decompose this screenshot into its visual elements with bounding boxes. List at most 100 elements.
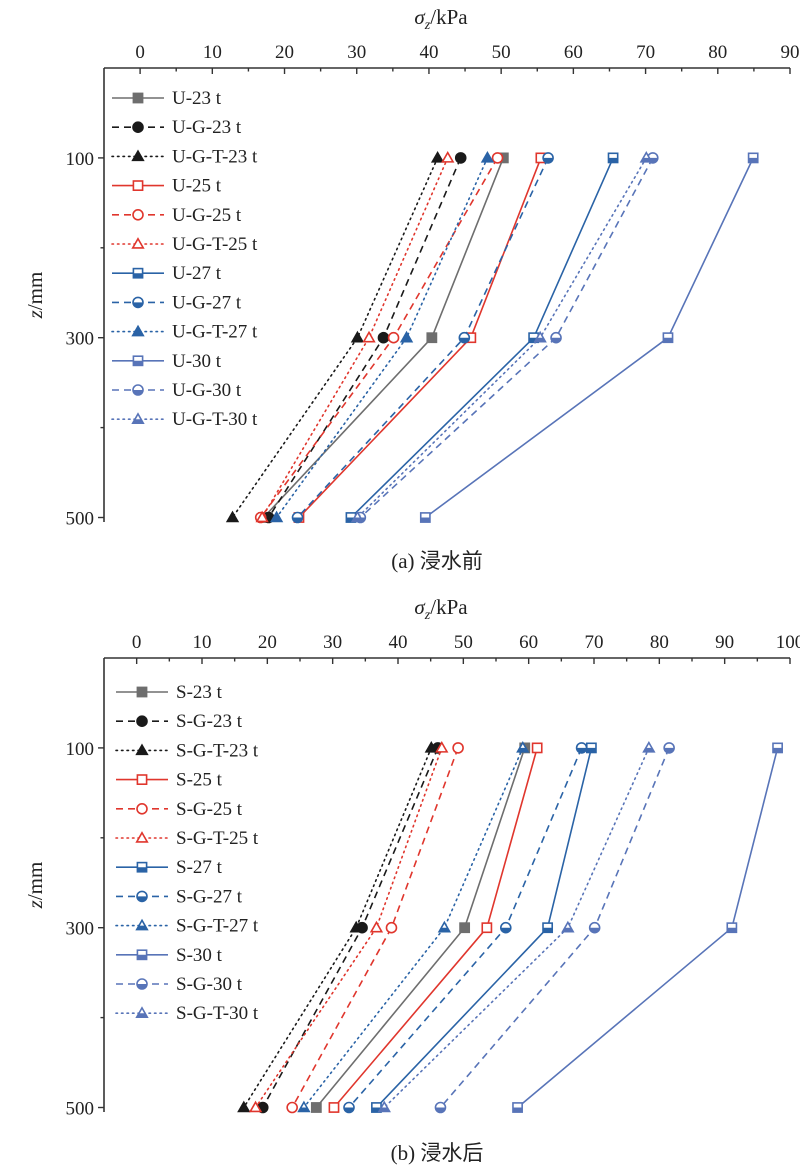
series-s-g-23-t <box>256 742 444 1114</box>
data-point-marker <box>430 150 445 163</box>
data-point-marker <box>772 742 783 754</box>
data-point-marker <box>434 1101 447 1114</box>
data-point-marker <box>531 742 543 754</box>
data-point-marker <box>550 331 562 344</box>
legend-label: U-25 t <box>172 176 222 197</box>
x-tick-label: 10 <box>193 632 212 653</box>
series-u-30-t <box>419 152 759 523</box>
series-s-25-t <box>328 742 543 1113</box>
data-point-marker <box>297 1100 311 1113</box>
data-point-marker <box>491 152 504 164</box>
legend: S-23 t S-G-23 t S-G-T-23 t S-25 t S-G-25 t S-… <box>115 682 259 1024</box>
data-point-marker <box>424 740 438 753</box>
legend-label: S-G-25 t <box>176 799 243 820</box>
legend-marker <box>135 1006 149 1018</box>
panel-b: 0 10 20 30 40 50 60 70 80 90 100100300500σz/kPaz/m… <box>23 595 800 1165</box>
series-u-g-27-t <box>291 152 554 524</box>
series-line <box>262 747 439 1108</box>
x-tick-label: 80 <box>650 632 669 653</box>
legend-marker <box>131 149 145 162</box>
legend-item: S-G-T-25 t <box>115 828 259 849</box>
y-axis-title-unit: /mm <box>23 272 47 311</box>
legend-label: U-G-30 t <box>172 380 242 401</box>
data-point-marker <box>516 740 530 753</box>
y-axis-title: z/mm <box>23 272 47 320</box>
series-s-27-t <box>371 742 597 1113</box>
data-point-marker <box>435 740 449 753</box>
legend-marker <box>135 831 149 843</box>
legend-marker <box>136 890 148 903</box>
data-point-marker <box>248 1100 263 1113</box>
series-line <box>303 747 524 1109</box>
series-line <box>291 747 459 1108</box>
data-point-marker <box>419 512 431 523</box>
series-u-g-t-30-t <box>350 150 653 523</box>
legend-marker <box>136 774 148 785</box>
x-axis-title-subscript: z <box>424 18 431 33</box>
y-axis-title-unit: /mm <box>23 862 47 901</box>
series-u-g-30-t <box>354 152 659 524</box>
series-s-g-t-23-t <box>237 740 438 1113</box>
x-tick-label: 70 <box>585 632 604 653</box>
data-point-marker <box>385 921 398 934</box>
x-axis-title-unit: /kPa <box>430 5 468 29</box>
legend-item: S-27 t <box>116 857 223 878</box>
y-axis-title: z/mm <box>23 862 47 910</box>
legend-item: U-G-25 t <box>112 205 242 226</box>
legend-item: U-30 t <box>112 351 222 372</box>
legend-label: U-30 t <box>172 351 222 372</box>
series-u-g-t-23-t <box>225 150 445 523</box>
x-tick-label: 50 <box>492 42 511 63</box>
data-point-marker <box>663 742 675 754</box>
x-tick-label: 0 <box>135 42 145 63</box>
x-tick-label: 70 <box>636 42 655 63</box>
data-point-marker <box>458 331 471 344</box>
legend-label: S-G-T-25 t <box>176 828 259 849</box>
legend-item: U-G-T-30 t <box>111 409 258 430</box>
data-point-marker <box>350 510 365 523</box>
series-line <box>275 157 489 519</box>
series-line <box>231 157 439 519</box>
data-point-marker <box>350 330 365 343</box>
x-tick-label: 60 <box>564 42 583 63</box>
data-point-marker <box>369 920 384 933</box>
legend-label: S-G-T-23 t <box>176 740 259 761</box>
data-point-marker <box>349 920 363 933</box>
legend-item: U-G-23 t <box>112 117 242 138</box>
data-point-marker <box>542 152 554 164</box>
data-point-marker <box>343 1101 355 1114</box>
data-point-marker <box>459 922 471 934</box>
data-point-marker <box>377 331 390 344</box>
series-u-g-t-27-t <box>269 150 495 523</box>
legend-item: S-30 t <box>116 945 223 966</box>
legend: U-23 t U-G-23 t U-G-T-23 t U-25 t U-G-25 t U-… <box>111 88 258 430</box>
series-s-g-t-27-t <box>297 740 530 1113</box>
legend-item: U-G-T-27 t <box>111 322 258 343</box>
series-line <box>254 747 443 1109</box>
legend-marker <box>132 296 144 309</box>
legend-label: U-G-27 t <box>172 292 242 313</box>
x-tick-label: 30 <box>347 42 366 63</box>
legend-item: S-G-25 t <box>116 799 243 820</box>
data-point-marker <box>310 1102 322 1113</box>
panel-caption: (b) 浸水后 <box>391 1141 484 1165</box>
data-point-marker <box>533 330 547 343</box>
x-tick-label: 40 <box>419 42 438 63</box>
legend-marker <box>136 861 148 873</box>
legend-marker <box>131 237 145 249</box>
series-s-g-30-t <box>434 742 675 1114</box>
data-point-marker <box>726 922 738 934</box>
series-line <box>315 747 526 1109</box>
series-line <box>383 747 650 1109</box>
legend-label: U-G-T-27 t <box>172 322 258 343</box>
data-point-marker <box>291 511 304 524</box>
legend-marker <box>132 267 144 279</box>
series-line <box>517 747 779 1109</box>
x-tick-label: 40 <box>389 632 408 653</box>
panel-a: 0 10 20 30 40 50 60 70 80 90100300500σz/kPaz/mmU-… <box>23 5 800 573</box>
data-point-marker <box>237 1100 251 1113</box>
x-tick-label: 90 <box>781 42 800 63</box>
legend-item: U-23 t <box>112 88 222 109</box>
legend-marker <box>135 743 149 756</box>
